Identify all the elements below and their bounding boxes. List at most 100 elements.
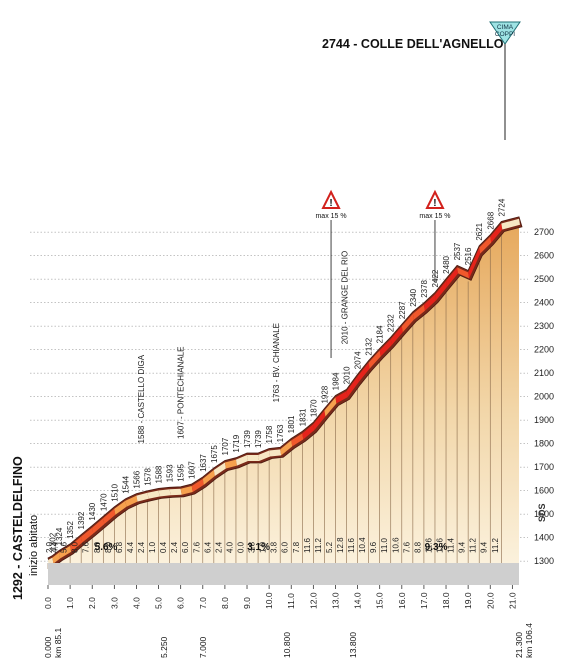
road-segment	[136, 492, 149, 502]
segment-gradient-label: 0.0	[236, 541, 245, 553]
segment-gradient-label: 6.8	[115, 541, 124, 553]
elevation-label: 2132	[365, 337, 374, 355]
segment-gradient-label: 9.4	[458, 541, 467, 553]
elevation-label: 2378	[420, 279, 429, 297]
x-tick-label: 5.0	[154, 597, 164, 609]
road-segment	[235, 454, 249, 466]
cima-coppi-badge: CIMA COPPI	[489, 21, 521, 45]
segment-gradient-label: 1.0	[259, 541, 268, 553]
elevation-label: 1675	[210, 445, 219, 463]
elevation-label: 2340	[409, 288, 418, 306]
segment-gradient-label: 4.4	[51, 541, 60, 553]
distance-mark-label: 21.300	[514, 632, 524, 658]
road-segment	[202, 469, 215, 485]
segment-gradient-label: 10.4	[358, 537, 367, 553]
segment-gradient-label: 11.2	[314, 537, 323, 553]
road-segment	[147, 490, 160, 499]
x-tick-label: 11.0	[286, 593, 296, 609]
elevation-label: 1544	[121, 475, 130, 493]
road-segment	[213, 462, 226, 476]
elevation-label: 1302	[48, 532, 57, 550]
segment-gradient-label: 7.6	[402, 541, 411, 553]
road-segment	[401, 313, 414, 333]
road-segment	[180, 485, 193, 495]
road-segment	[224, 459, 237, 469]
x-tick-label: 6.0	[176, 597, 186, 609]
place-label: 1588 - CASTELLO DIGA	[137, 354, 146, 443]
y-tick-label: 2600	[534, 251, 554, 261]
road-segment	[291, 433, 304, 447]
x-tick-label: 21.0	[507, 592, 517, 609]
elevation-label: 1607	[188, 461, 197, 479]
segment-gradient-label: 10.6	[391, 537, 400, 553]
distance-mark-label: 10.800	[282, 632, 292, 658]
road-segment	[302, 424, 315, 440]
elevation-label: 1719	[232, 434, 241, 452]
average-gradient-label: 3.1%	[247, 542, 270, 553]
road-segment	[169, 488, 182, 496]
distance-mark-label: 13.800	[348, 632, 358, 658]
road-segment	[346, 376, 359, 398]
segment-gradient-label: 5.2	[325, 541, 334, 553]
road-segment	[114, 500, 127, 515]
y-tick-label: 2500	[534, 274, 554, 284]
segment-gradient-label: 2.4	[170, 541, 179, 553]
x-tick-label: 18.0	[441, 592, 451, 609]
x-tick-label: 1.0	[65, 597, 75, 609]
road-segment	[158, 489, 171, 497]
elevation-label: 2287	[398, 301, 407, 319]
road-segment	[423, 294, 436, 311]
elevation-label: 1510	[110, 483, 119, 501]
summit-label: 2744 - COLLE DELL'AGNELLO	[322, 37, 504, 51]
segment-gradient-label: 3.8	[248, 541, 257, 553]
road-segment	[92, 518, 105, 534]
y-tick-label: 1700	[534, 462, 554, 472]
road-segment	[125, 495, 138, 507]
start-label: 1292 - CASTELDELFINO	[11, 456, 25, 600]
road-segment	[434, 280, 448, 301]
elevation-label: 1392	[77, 511, 86, 529]
road-segment	[81, 527, 94, 543]
segment-gradient-label: 11.6	[347, 537, 356, 553]
y-tick-label: 2200	[534, 345, 554, 355]
x-tick-label: 7.0	[198, 597, 208, 609]
x-tick-label: 14.0	[353, 592, 363, 609]
elevation-label: 2724	[497, 198, 506, 216]
road-segment	[59, 545, 72, 559]
x-tick-label: 8.0	[220, 597, 230, 609]
steep-warning-glyph: !	[433, 198, 436, 209]
y-tick-label: 1800	[534, 439, 554, 449]
segment-gradient-label: 7.6	[192, 541, 201, 553]
km-axis-band	[48, 563, 519, 585]
segment-gradient-label: 2.4	[137, 541, 146, 553]
elevation-label: 2537	[453, 242, 462, 260]
road-band	[47, 216, 523, 569]
segment-gradient-label: 2.4	[214, 541, 223, 553]
elevation-label: 1324	[55, 527, 64, 545]
x-tick-label: 17.0	[419, 592, 429, 609]
elevation-label: 1801	[287, 415, 296, 433]
road-segment	[52, 552, 61, 564]
y-tick-label: 1600	[534, 486, 554, 496]
road-segment	[412, 304, 425, 320]
road-segment	[70, 536, 83, 552]
road-segment	[501, 218, 520, 230]
segment-gradient-label: 6.0	[281, 541, 290, 553]
segment-gradient-label: 2.0	[45, 541, 54, 553]
x-tick-label: 20.0	[485, 592, 495, 609]
road-segment	[379, 339, 392, 357]
axis-layer: 1300 1400 1500 1600 1700 1800 1900 2000 2100 2200…	[43, 227, 554, 658]
elevation-label: 1870	[309, 399, 318, 417]
elevation-label: 2074	[354, 351, 363, 369]
segment-gradient-label: 12.8	[336, 537, 345, 553]
segment-gradient-label: 11.4	[447, 537, 456, 553]
elevation-label: 1588	[155, 465, 164, 483]
road-segment	[468, 247, 481, 279]
segment-gradient-label: 11.2	[469, 537, 478, 553]
elevation-label: 1593	[166, 464, 175, 482]
elevation-label: 1352	[66, 521, 75, 539]
road-segment	[357, 362, 370, 383]
steep-warning-icon	[425, 189, 445, 209]
segment-gradient-label: 4.4	[126, 541, 135, 553]
x-tick-label: 19.0	[463, 592, 473, 609]
